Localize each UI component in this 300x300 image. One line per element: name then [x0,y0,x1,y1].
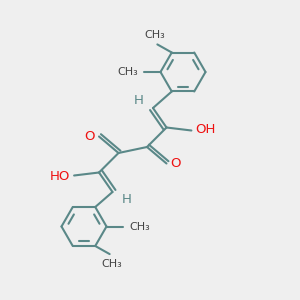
Text: O: O [85,130,95,143]
Text: H: H [122,193,132,206]
Text: H: H [134,94,143,107]
Text: CH₃: CH₃ [102,259,122,269]
Text: CH₃: CH₃ [117,67,138,77]
Text: O: O [170,157,181,170]
Text: OH: OH [196,123,216,136]
Text: CH₃: CH₃ [145,30,165,40]
Text: CH₃: CH₃ [129,221,150,232]
Text: HO: HO [50,170,70,183]
